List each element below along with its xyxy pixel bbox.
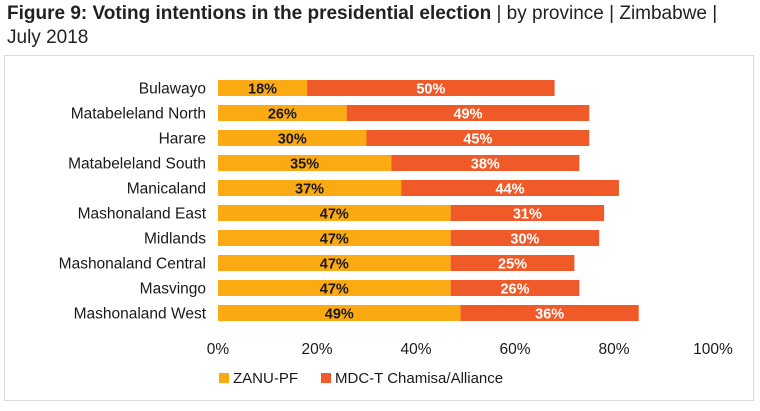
- mdc-value-label: 30%: [510, 232, 539, 248]
- mdc-value-label: 38%: [471, 157, 500, 173]
- mdc-bar: [366, 130, 590, 146]
- zanu-pf-bar: [218, 80, 308, 96]
- zanu-pf-value-label: 26%: [268, 107, 297, 123]
- zanu-pf-legend-swatch: [219, 373, 229, 383]
- zanu-pf-bar: [218, 255, 451, 271]
- mdc-bar: [307, 80, 555, 96]
- zanu-pf-bar: [218, 230, 451, 246]
- zanu-pf-bar: [218, 130, 367, 146]
- mdc-bar: [450, 255, 575, 271]
- mdc-bar: [460, 305, 639, 321]
- voting-intentions-chart: Bulawayo 18% 50% Matabeleland North 26% 49% Ha…: [59, 80, 733, 387]
- mdc-bar: [450, 230, 600, 246]
- mdc-value-label: 26%: [500, 282, 529, 298]
- mdc-value-label: 25%: [498, 257, 527, 273]
- figure-title-bold: Figure 9: Voting intentions in the presi…: [7, 3, 492, 24]
- category-label: Mashonaland West: [74, 306, 207, 323]
- mdc-value-label: 36%: [535, 307, 564, 323]
- mdc-value-label: 50%: [416, 82, 445, 98]
- mdc-value-label: 45%: [463, 132, 492, 148]
- category-label: Masvingo: [140, 281, 206, 298]
- x-tick-label: 40%: [400, 341, 431, 358]
- mdc-bar: [391, 155, 580, 171]
- mdc-value-label: 49%: [453, 107, 482, 123]
- category-label: Manicaland: [127, 181, 206, 198]
- figure-title: Figure 9: Voting intentions in the presi…: [7, 2, 755, 50]
- zanu-pf-legend-label: ZANU-PF: [233, 370, 298, 387]
- mdc-legend-swatch: [321, 373, 331, 383]
- zanu-pf-bar: [218, 280, 451, 296]
- x-tick-label: 60%: [499, 341, 530, 358]
- zanu-pf-value-label: 47%: [320, 232, 349, 248]
- zanu-pf-value-label: 47%: [320, 207, 349, 223]
- zanu-pf-value-label: 35%: [290, 157, 319, 173]
- figure-title-rest: | by province | Zimbabwe | July 2018: [7, 3, 718, 48]
- mdc-bar: [401, 180, 619, 196]
- zanu-pf-bar: [218, 180, 402, 196]
- chart-frame: Bulawayo 18% 50% Matabeleland North 26% 49% Ha…: [4, 55, 754, 401]
- x-tick-label: 100%: [693, 341, 733, 358]
- category-label: Midlands: [144, 231, 206, 248]
- x-tick-label: 80%: [598, 341, 629, 358]
- x-tick-label: 20%: [301, 341, 332, 358]
- category-label: Bulawayo: [139, 81, 206, 98]
- mdc-value-label: 44%: [496, 182, 525, 198]
- category-label: Mashonaland Central: [59, 256, 206, 273]
- zanu-pf-value-label: 47%: [320, 257, 349, 273]
- zanu-pf-bar: [218, 105, 347, 121]
- mdc-bar: [450, 280, 580, 296]
- zanu-pf-bar: [218, 305, 461, 321]
- zanu-pf-value-label: 18%: [248, 82, 277, 98]
- mdc-legend-label: MDC-T Chamisa/Alliance: [335, 370, 503, 387]
- zanu-pf-value-label: 49%: [325, 307, 354, 323]
- zanu-pf-value-label: 30%: [278, 132, 307, 148]
- mdc-bar: [346, 105, 590, 121]
- category-label: Harare: [159, 131, 206, 148]
- zanu-pf-value-label: 47%: [320, 282, 349, 298]
- category-label: Matabeleland South: [68, 156, 206, 173]
- mdc-bar: [450, 205, 605, 221]
- zanu-pf-bar: [218, 155, 392, 171]
- mdc-value-label: 31%: [513, 207, 542, 223]
- zanu-pf-bar: [218, 205, 451, 221]
- x-tick-label: 0%: [207, 341, 230, 358]
- category-label: Mashonaland East: [78, 206, 207, 223]
- category-label: Matabeleland North: [71, 106, 206, 123]
- zanu-pf-value-label: 37%: [295, 182, 324, 198]
